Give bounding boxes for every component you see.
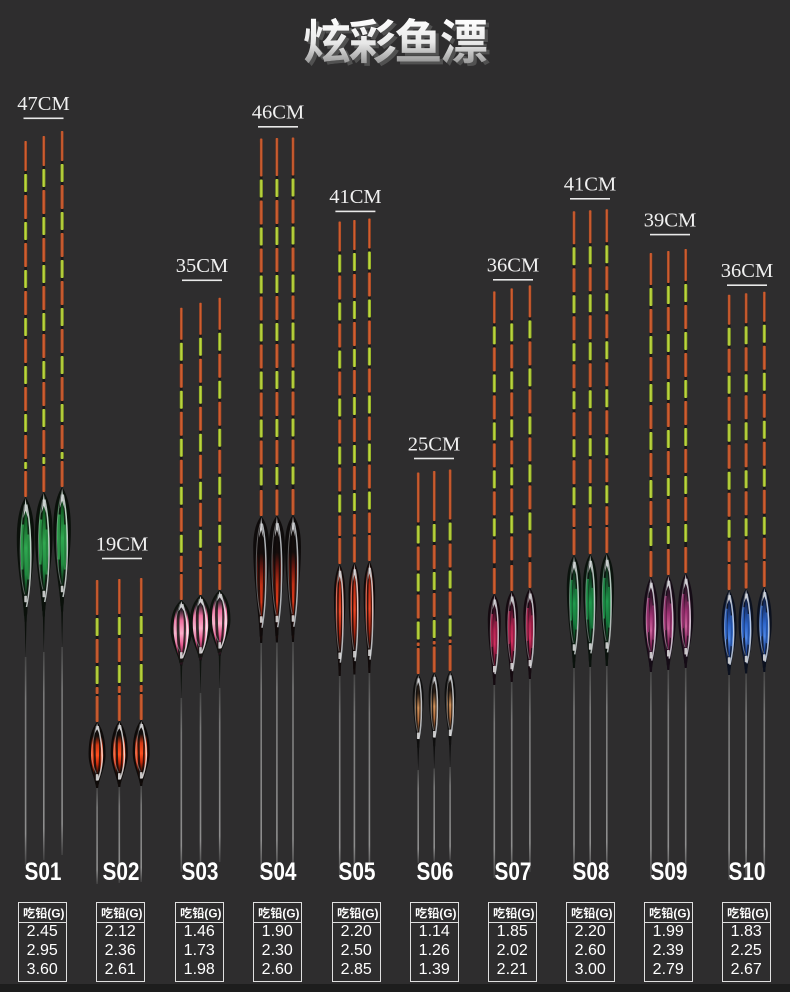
svg-text:47CM: 47CM: [17, 93, 69, 115]
svg-text:36CM: 36CM: [487, 255, 539, 277]
svg-text:S06: S06: [417, 858, 454, 886]
svg-text:S09: S09: [651, 858, 688, 886]
svg-text:(G): (G): [362, 906, 379, 920]
svg-text:(G): (G): [205, 906, 222, 920]
svg-text:S03: S03: [182, 858, 219, 886]
svg-text:(G): (G): [596, 906, 613, 920]
svg-text:S07: S07: [495, 858, 532, 886]
svg-text:(G): (G): [126, 906, 143, 920]
svg-text:39CM: 39CM: [644, 209, 696, 231]
svg-text:19CM: 19CM: [96, 533, 148, 555]
svg-text:41CM: 41CM: [329, 186, 381, 208]
svg-text:S05: S05: [339, 858, 376, 886]
svg-text:46CM: 46CM: [252, 102, 304, 124]
svg-text:25CM: 25CM: [408, 433, 460, 455]
svg-text:(G): (G): [48, 906, 65, 920]
svg-text:41CM: 41CM: [564, 174, 616, 196]
svg-text:36CM: 36CM: [721, 260, 773, 282]
svg-text:S02: S02: [103, 858, 140, 886]
svg-text:S10: S10: [729, 858, 766, 886]
svg-text:S08: S08: [573, 858, 610, 886]
svg-text:35CM: 35CM: [176, 255, 228, 277]
svg-text:(G): (G): [440, 906, 457, 920]
svg-text:(G): (G): [674, 906, 691, 920]
svg-text:(G): (G): [752, 906, 769, 920]
svg-text:S04: S04: [260, 858, 297, 886]
svg-text:S01: S01: [25, 858, 62, 886]
svg-text:(G): (G): [283, 906, 300, 920]
svg-text:(G): (G): [518, 906, 535, 920]
